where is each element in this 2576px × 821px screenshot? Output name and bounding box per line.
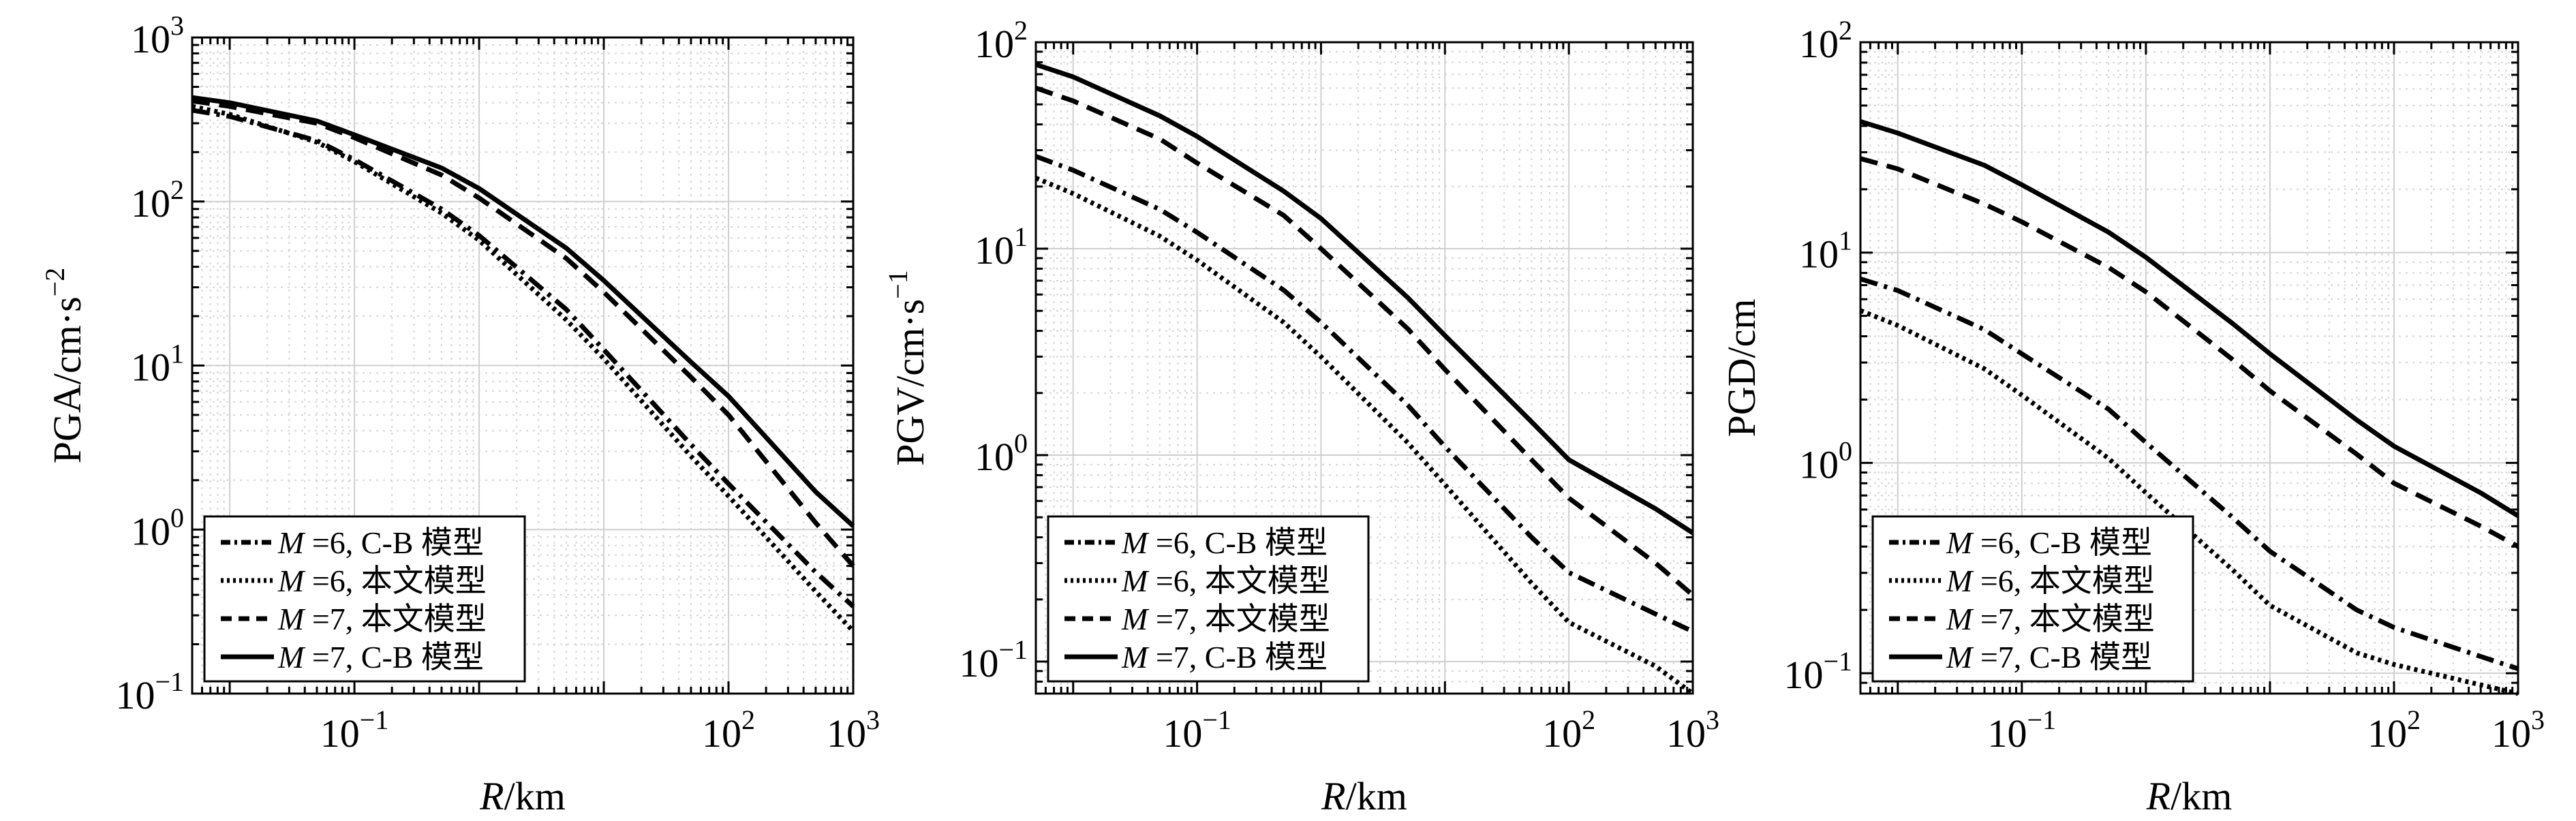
legend: M =6, C-B 模型M =6, 本文模型 M =7, 本文模型 M =7, C-… <box>203 515 526 683</box>
series-line-3 <box>1034 85 1695 598</box>
x-axis-label: R/km <box>1321 774 1407 818</box>
series-line-2 <box>191 104 855 633</box>
y-axis-label: PGD/cm <box>1719 299 1764 437</box>
legend-entry-4: M =7, C-B 模型 <box>1946 640 2152 675</box>
series-lines <box>1034 62 1695 696</box>
legend-box <box>1047 515 1370 683</box>
legend-entry-3: M =7, 本文模型 <box>1121 602 1330 636</box>
legend: M =6, C-B 模型M =6, 本文模型 M =7, 本文模型 M =7, C-… <box>1047 515 1370 683</box>
chart-panel-3: 10−1 102 103 10−1 100 101 102 R/km PGD/cm M =6, C… <box>1719 15 2545 818</box>
y-tick-label: 102 <box>975 15 1028 66</box>
y-tick-label: 103 <box>131 10 184 61</box>
x-axis-label: R/km <box>479 774 566 818</box>
tick-marks <box>1859 41 2519 695</box>
series-lines <box>191 95 855 633</box>
legend-entry-3: M =7, 本文模型 <box>1946 602 2155 636</box>
legend-entry-2: M =6, 本文模型 <box>277 563 487 598</box>
legend-entry-4: M =7, C-B 模型 <box>277 640 484 675</box>
legend-entry-1: M =6, C-B 模型 <box>1946 525 2152 560</box>
legend-entry-4: M =7, C-B 模型 <box>1121 640 1328 675</box>
x-tick-label: 10−1 <box>1988 704 2057 756</box>
x-tick-label: 102 <box>2367 704 2421 756</box>
chart-panel-1: 10−1 102 103 10−1 100 101 102 103 R/km PGA/cm·s−2… <box>40 10 880 818</box>
legend-entry-1: M =6, C-B 模型 <box>277 525 484 560</box>
grid <box>1860 42 2519 694</box>
y-tick-label: 101 <box>975 221 1028 273</box>
series-line-1 <box>1859 276 2519 671</box>
legend-entry-2: M =6, 本文模型 <box>1946 563 2155 598</box>
x-tick-label: 10−1 <box>320 704 389 756</box>
x-tick-label: 102 <box>1542 704 1595 756</box>
series-line-4 <box>191 95 855 528</box>
y-tick-label: 100 <box>131 502 184 553</box>
y-tick-label: 10−1 <box>959 634 1028 685</box>
series-line-4 <box>1859 119 2519 518</box>
x-tick-label: 103 <box>1666 704 1719 756</box>
y-tick-label: 100 <box>1799 435 1852 486</box>
chart-panel-2: 10−1 102 103 10−1 100 101 102 R/km PGV/cm·s−1 M =… <box>883 15 1719 818</box>
series-line-4 <box>1034 62 1694 536</box>
y-tick-label: 102 <box>131 174 184 226</box>
series-line-1 <box>1034 154 1694 634</box>
legend-box <box>1871 515 2194 683</box>
legend-entry-3: M =7, 本文模型 <box>277 602 487 636</box>
tick-marks <box>191 36 855 695</box>
plot-frame <box>1859 41 2519 695</box>
y-tick-label: 102 <box>1799 15 1852 66</box>
y-axis-label: PGA/cm·s−2 <box>40 268 89 463</box>
x-axis-label: R/km <box>2146 774 2233 818</box>
tick-marks <box>1034 41 1694 695</box>
legend-entry-2: M =6, 本文模型 <box>1121 563 1330 598</box>
series-line-3 <box>1860 156 2519 549</box>
y-tick-label: 101 <box>1799 226 1852 277</box>
series-line-3 <box>191 98 855 568</box>
x-tick-label: 103 <box>827 704 880 756</box>
plot-frame <box>1034 41 1694 695</box>
x-tick-label: 103 <box>2491 704 2545 756</box>
x-tick-label: 102 <box>702 704 755 756</box>
series-line-2 <box>1034 176 1695 696</box>
x-tick-label: 10−1 <box>1163 704 1231 756</box>
grid <box>1035 42 1693 694</box>
y-tick-label: 10−1 <box>1783 646 1852 697</box>
y-tick-label: 10−1 <box>115 666 184 717</box>
legend-box <box>203 515 526 683</box>
y-axis-label: PGV/cm·s−1 <box>883 270 932 465</box>
y-tick-label: 101 <box>131 339 184 390</box>
y-tick-label: 100 <box>975 428 1028 479</box>
legend: M =6, C-B 模型M =6, 本文模型 M =7, 本文模型 M =7, C-… <box>1871 515 2194 683</box>
legend-entry-1: M =6, C-B 模型 <box>1121 525 1328 560</box>
